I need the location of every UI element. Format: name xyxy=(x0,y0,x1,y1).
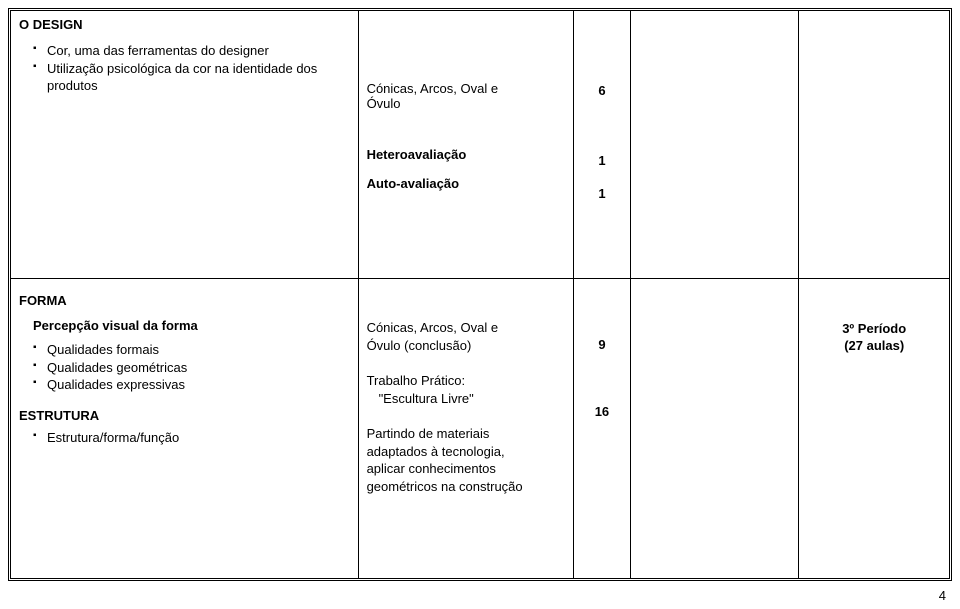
text-line: Partindo de materiais xyxy=(367,425,566,443)
list-item: Utilização psicológica da cor na identid… xyxy=(33,60,350,95)
text-line: "Escultura Livre" xyxy=(367,390,566,408)
subheading: Percepção visual da forma xyxy=(19,318,350,333)
period-label: 3º Período xyxy=(807,321,941,338)
value: 9 xyxy=(582,335,621,355)
text-line: Trabalho Prático: xyxy=(367,372,566,390)
value: 1 xyxy=(582,151,621,171)
text-line: Cónicas, Arcos, Oval e xyxy=(367,319,566,337)
list-item: Qualidades geométricas xyxy=(33,359,350,377)
section2-heading: FORMA xyxy=(19,293,350,308)
section2-col3: 9 16 xyxy=(574,278,630,578)
struct-bullet-list: Estrutura/forma/função xyxy=(19,429,350,447)
section1-col1: O DESIGN Cor, uma das ferramentas do des… xyxy=(11,11,358,278)
text-line: geométricos na construção xyxy=(367,478,566,496)
auto-label: Auto-avaliação xyxy=(367,176,566,191)
list-item: Cor, uma das ferramentas do designer xyxy=(33,42,350,60)
section2-bullet-list: Qualidades formais Qualidades geométrica… xyxy=(19,341,350,394)
section1-heading: O DESIGN xyxy=(19,17,350,32)
text-line: adaptados à tecnologia, xyxy=(367,443,566,461)
section2-col4 xyxy=(630,278,799,578)
hetero-label: Heteroavaliação xyxy=(367,147,566,162)
text-line: Cónicas, Arcos, Oval e xyxy=(367,81,566,96)
period-classes: (27 aulas) xyxy=(807,338,941,355)
value: 1 xyxy=(582,184,621,204)
list-item: Estrutura/forma/função xyxy=(33,429,350,447)
list-item: Qualidades formais xyxy=(33,341,350,359)
section2-col2: Cónicas, Arcos, Oval e Óvulo (conclusão)… xyxy=(358,278,574,578)
section2-col1: FORMA Percepção visual da forma Qualidad… xyxy=(11,278,358,578)
page-number: 4 xyxy=(939,588,946,603)
section1-bullet-list: Cor, uma das ferramentas do designer Uti… xyxy=(19,42,350,95)
section1-col2: Cónicas, Arcos, Oval e Óvulo Heteroavali… xyxy=(358,11,574,278)
text-line: Óvulo (conclusão) xyxy=(367,337,566,355)
section1-col3: 6 1 1 xyxy=(574,11,630,278)
section2-col5: 3º Período (27 aulas) xyxy=(799,278,949,578)
value: 16 xyxy=(582,402,621,422)
list-item: Qualidades expressivas xyxy=(33,376,350,394)
struct-heading: ESTRUTURA xyxy=(19,408,350,423)
curriculum-table: O DESIGN Cor, uma das ferramentas do des… xyxy=(11,11,949,578)
text-line: Óvulo xyxy=(367,96,566,111)
section1-col5 xyxy=(799,11,949,278)
page-frame: O DESIGN Cor, uma das ferramentas do des… xyxy=(8,8,952,581)
text-line: aplicar conhecimentos xyxy=(367,460,566,478)
section1-col4 xyxy=(630,11,799,278)
value: 6 xyxy=(582,81,621,101)
